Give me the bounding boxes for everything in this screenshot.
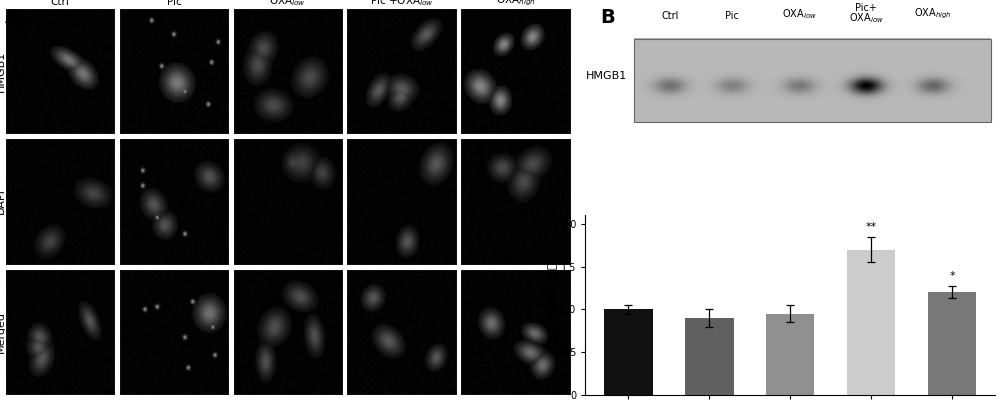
Text: Pic: Pic: [725, 10, 739, 21]
Y-axis label: Merged: Merged: [0, 311, 6, 353]
Text: OXA$_{low}$: OXA$_{low}$: [849, 11, 883, 25]
Bar: [685, 318, 734, 395]
Text: Pic+: Pic+: [855, 3, 877, 13]
Bar: [634, 39, 991, 123]
Title: Ctrl: Ctrl: [51, 0, 70, 7]
Bar: [604, 310, 653, 395]
Y-axis label: 细胞外HMGB1相对含量: 细胞外HMGB1相对含量: [547, 262, 557, 349]
Text: HMGB1: HMGB1: [586, 71, 627, 81]
Text: OXA$_{high}$: OXA$_{high}$: [914, 6, 951, 21]
Title: OXA$_{high}$: OXA$_{high}$: [496, 0, 535, 8]
Text: *: *: [949, 271, 955, 281]
Text: OXA$_{low}$: OXA$_{low}$: [782, 7, 816, 21]
Y-axis label: HMGB1: HMGB1: [0, 51, 6, 92]
Text: A: A: [5, 8, 20, 27]
Bar: [928, 292, 976, 395]
Text: B: B: [600, 8, 615, 27]
Bar: [766, 314, 814, 395]
Y-axis label: DAPI: DAPI: [0, 189, 6, 214]
Bar: [847, 249, 895, 395]
Title: Pic: Pic: [167, 0, 181, 7]
Title: Pic +OXA$_{low}$: Pic +OXA$_{low}$: [370, 0, 434, 8]
Text: Ctrl: Ctrl: [661, 10, 679, 21]
Text: **: **: [866, 222, 877, 232]
Title: OXA$_{low}$: OXA$_{low}$: [269, 0, 306, 8]
